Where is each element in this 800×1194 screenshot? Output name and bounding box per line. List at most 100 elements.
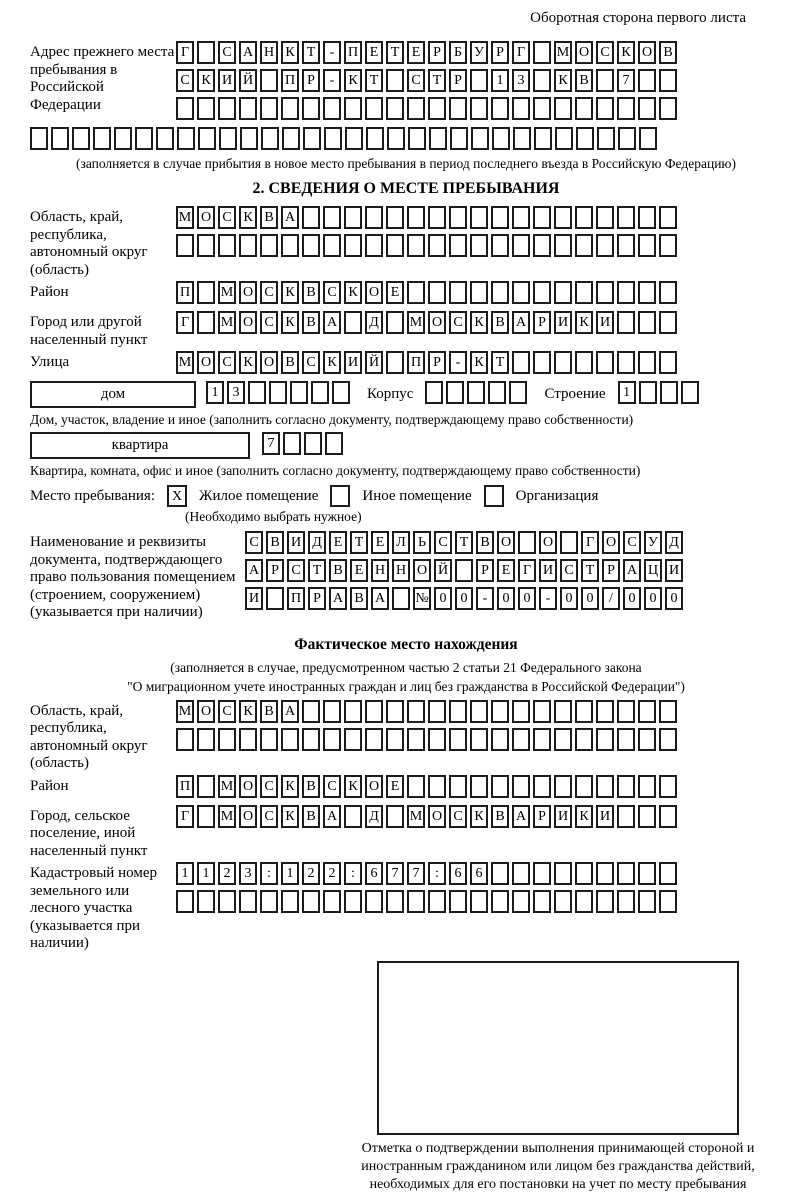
char-cell[interactable] bbox=[260, 727, 278, 751]
char-cell[interactable] bbox=[617, 727, 635, 751]
char-cell[interactable]: И bbox=[218, 69, 236, 92]
char-cell[interactable]: А bbox=[323, 804, 341, 828]
char-cell[interactable] bbox=[471, 127, 489, 150]
char-cell[interactable] bbox=[392, 587, 410, 610]
char-cell[interactable] bbox=[596, 351, 614, 374]
char-cell[interactable] bbox=[659, 206, 677, 229]
char-cell[interactable] bbox=[533, 69, 551, 92]
char-cell[interactable] bbox=[344, 804, 362, 828]
char-cell[interactable]: В bbox=[302, 804, 320, 828]
char-cell[interactable] bbox=[365, 206, 383, 229]
char-cell[interactable] bbox=[177, 127, 195, 150]
char-cell[interactable]: Д bbox=[308, 531, 326, 554]
char-cell[interactable]: А bbox=[245, 559, 263, 582]
char-cell[interactable] bbox=[386, 890, 404, 913]
char-cell[interactable] bbox=[638, 69, 656, 92]
char-cell[interactable]: Г bbox=[581, 531, 599, 554]
char-cell[interactable] bbox=[281, 727, 299, 751]
char-cell[interactable]: 7 bbox=[617, 69, 635, 92]
char-cell[interactable] bbox=[176, 727, 194, 751]
char-cell[interactable] bbox=[218, 97, 236, 120]
char-cell[interactable] bbox=[93, 127, 111, 150]
char-cell[interactable] bbox=[638, 774, 656, 798]
char-cell[interactable] bbox=[512, 862, 530, 885]
char-cell[interactable] bbox=[638, 206, 656, 229]
char-cell[interactable] bbox=[512, 234, 530, 257]
char-cell[interactable] bbox=[449, 97, 467, 120]
char-cell[interactable]: 6 bbox=[449, 862, 467, 885]
char-cell[interactable] bbox=[386, 804, 404, 828]
char-cell[interactable] bbox=[617, 97, 635, 120]
char-cell[interactable]: О bbox=[638, 41, 656, 64]
char-cell[interactable] bbox=[491, 890, 509, 913]
char-cell[interactable] bbox=[596, 69, 614, 92]
char-cell[interactable] bbox=[512, 281, 530, 304]
char-cell[interactable]: Н bbox=[371, 559, 389, 582]
char-cell[interactable]: С bbox=[596, 41, 614, 64]
char-cell[interactable]: О bbox=[239, 804, 257, 828]
char-cell[interactable]: С bbox=[449, 311, 467, 334]
char-cell[interactable]: 2 bbox=[218, 862, 236, 885]
char-cell[interactable]: С bbox=[260, 311, 278, 334]
char-cell[interactable] bbox=[470, 699, 488, 723]
char-cell[interactable] bbox=[365, 234, 383, 257]
char-cell[interactable]: К bbox=[197, 69, 215, 92]
char-cell[interactable] bbox=[470, 234, 488, 257]
char-cell[interactable] bbox=[344, 234, 362, 257]
char-cell[interactable] bbox=[638, 804, 656, 828]
char-cell[interactable]: Р bbox=[449, 69, 467, 92]
char-cell[interactable] bbox=[518, 531, 536, 554]
char-cell[interactable]: В bbox=[350, 587, 368, 610]
char-cell[interactable] bbox=[344, 699, 362, 723]
char-cell[interactable] bbox=[302, 234, 320, 257]
char-cell[interactable] bbox=[197, 774, 215, 798]
char-cell[interactable] bbox=[659, 699, 677, 723]
char-cell[interactable]: Г bbox=[512, 41, 530, 64]
char-cell[interactable]: Р bbox=[491, 41, 509, 64]
char-cell[interactable]: К bbox=[239, 206, 257, 229]
char-cell[interactable] bbox=[575, 862, 593, 885]
char-cell[interactable]: В bbox=[266, 531, 284, 554]
char-cell[interactable]: П bbox=[287, 587, 305, 610]
char-cell[interactable] bbox=[248, 381, 266, 404]
char-cell[interactable]: М bbox=[218, 311, 236, 334]
char-cell[interactable]: С bbox=[260, 281, 278, 304]
char-cell[interactable] bbox=[239, 890, 257, 913]
char-cell[interactable]: О bbox=[197, 699, 215, 723]
char-cell[interactable] bbox=[386, 699, 404, 723]
char-cell[interactable] bbox=[512, 774, 530, 798]
char-cell[interactable] bbox=[560, 531, 578, 554]
char-cell[interactable] bbox=[197, 41, 215, 64]
char-cell[interactable] bbox=[617, 890, 635, 913]
char-cell[interactable]: И bbox=[665, 559, 683, 582]
char-cell[interactable] bbox=[617, 206, 635, 229]
char-cell[interactable] bbox=[659, 804, 677, 828]
char-cell[interactable]: О bbox=[497, 531, 515, 554]
char-cell[interactable] bbox=[260, 69, 278, 92]
char-cell[interactable]: И bbox=[596, 804, 614, 828]
char-cell[interactable]: В bbox=[302, 311, 320, 334]
char-cell[interactable]: М bbox=[176, 351, 194, 374]
char-cell[interactable] bbox=[283, 432, 301, 455]
char-cell[interactable] bbox=[596, 699, 614, 723]
char-cell[interactable]: Й bbox=[434, 559, 452, 582]
char-cell[interactable] bbox=[659, 727, 677, 751]
char-cell[interactable] bbox=[197, 804, 215, 828]
char-cell[interactable]: А bbox=[371, 587, 389, 610]
char-cell[interactable] bbox=[407, 699, 425, 723]
char-cell[interactable] bbox=[386, 351, 404, 374]
char-cell[interactable]: О bbox=[575, 41, 593, 64]
char-cell[interactable] bbox=[554, 890, 572, 913]
char-cell[interactable]: К bbox=[344, 281, 362, 304]
char-cell[interactable] bbox=[365, 727, 383, 751]
char-cell[interactable]: Р bbox=[602, 559, 620, 582]
char-cell[interactable] bbox=[554, 699, 572, 723]
char-cell[interactable]: С bbox=[623, 531, 641, 554]
char-cell[interactable]: В bbox=[260, 206, 278, 229]
char-cell[interactable]: 0 bbox=[644, 587, 662, 610]
char-cell[interactable] bbox=[617, 281, 635, 304]
char-cell[interactable]: Й bbox=[365, 351, 383, 374]
char-cell[interactable] bbox=[575, 890, 593, 913]
char-cell[interactable]: К bbox=[281, 311, 299, 334]
char-cell[interactable]: Р bbox=[302, 69, 320, 92]
